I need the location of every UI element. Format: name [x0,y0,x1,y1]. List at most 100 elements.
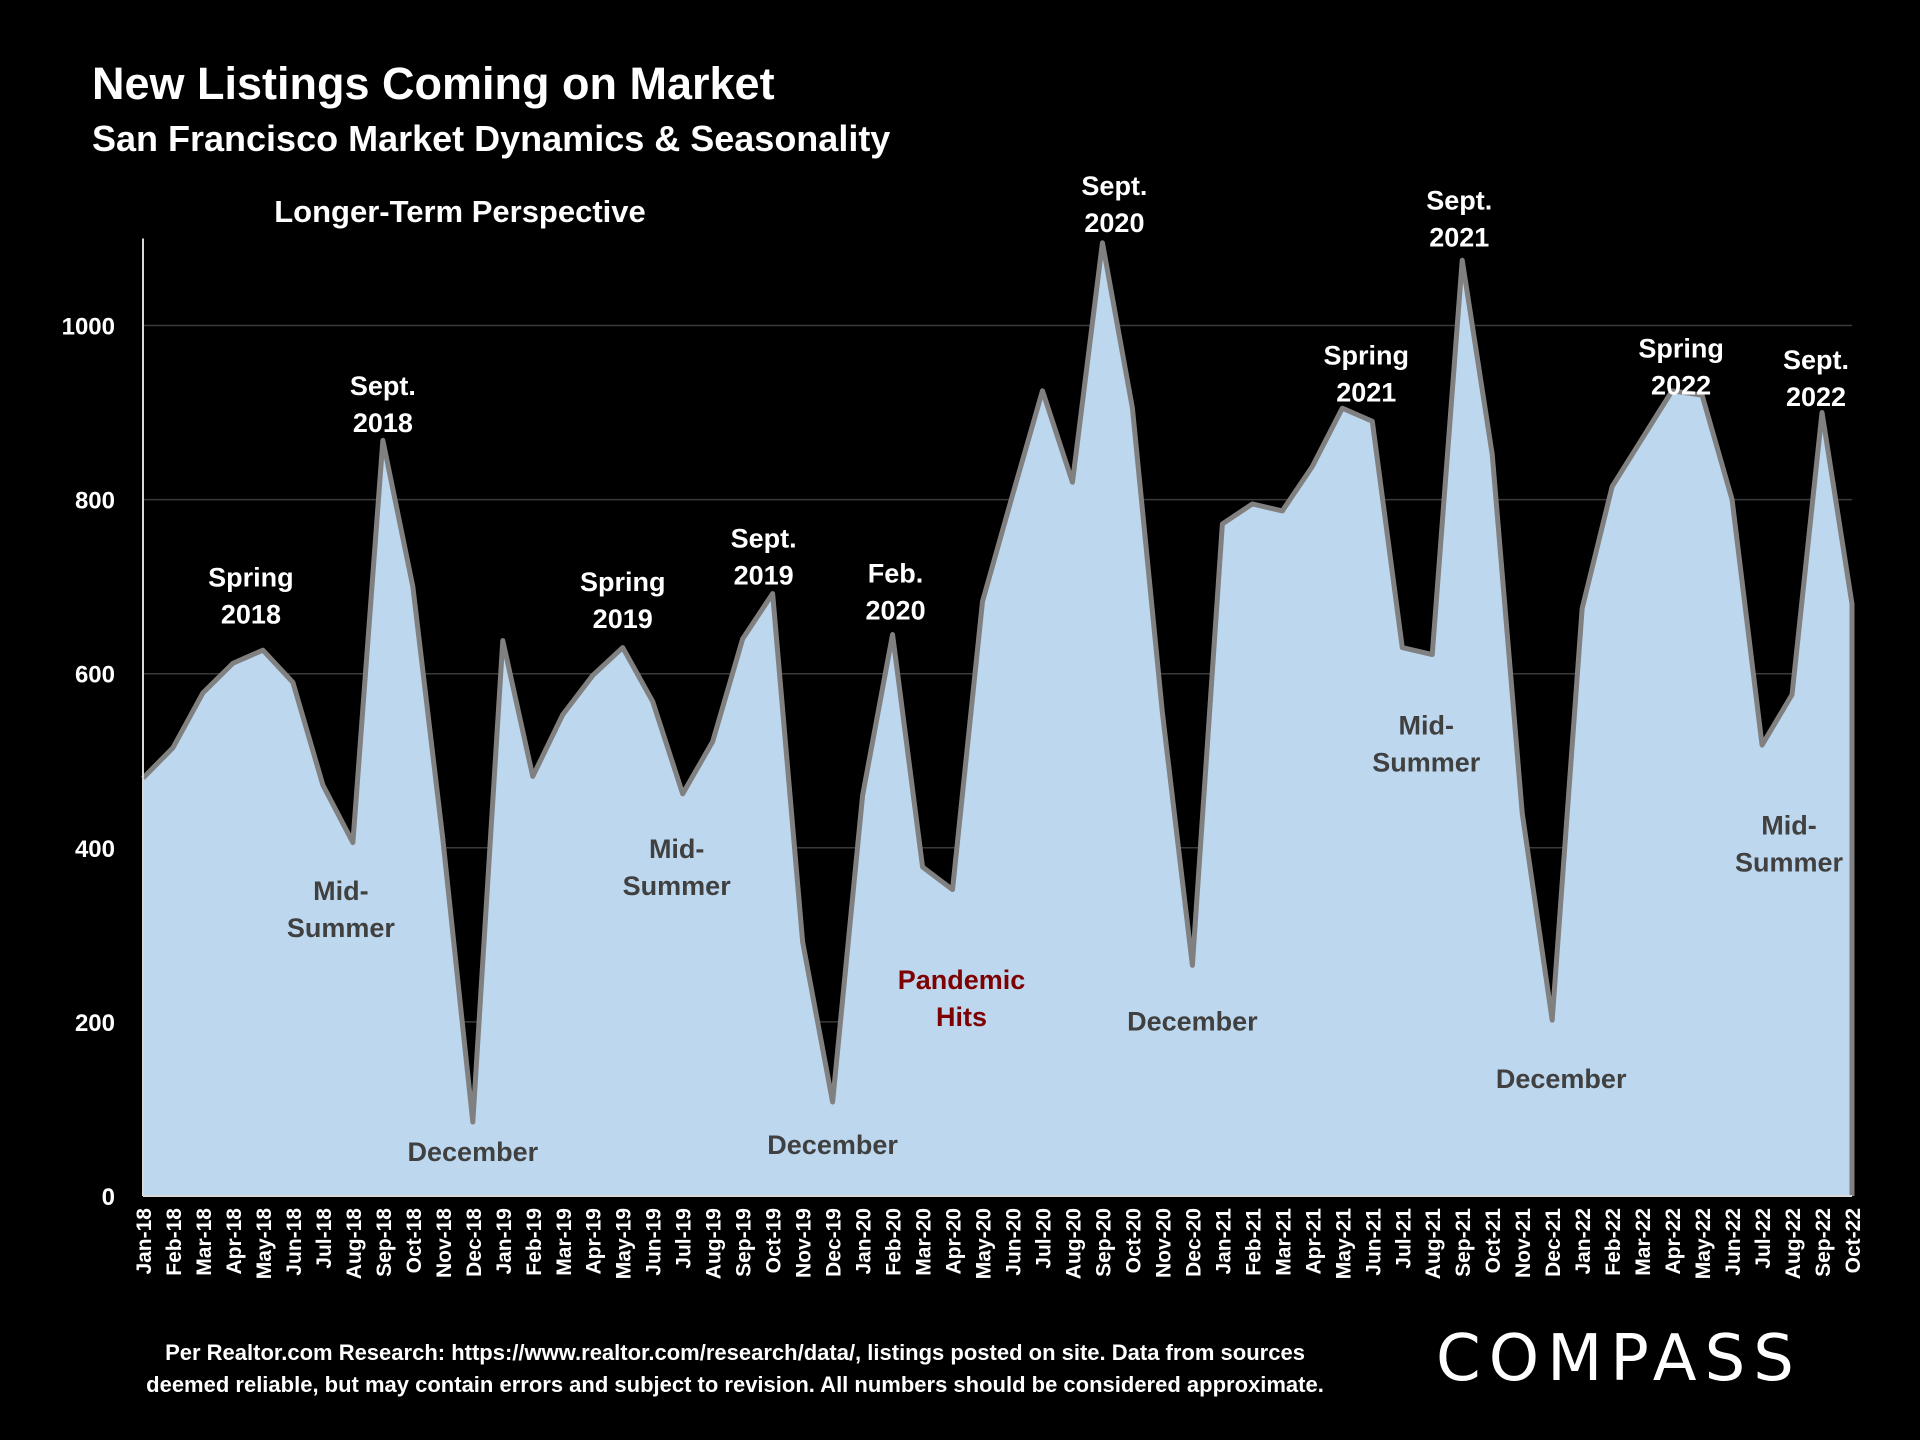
data-point [262,649,264,651]
chart-annotation: Spring 2018 [208,563,294,630]
data-point [1641,438,1643,440]
chart-annotation: Sept. 2019 [731,523,797,590]
x-tick-label: Feb-18 [163,1208,186,1276]
annotation-line: 2018 [221,600,281,630]
x-tick-label: May-20 [973,1208,996,1279]
area-series [141,240,1855,1197]
x-tick-label: Sep-20 [1092,1208,1115,1277]
x-tick-label: Dec-20 [1182,1208,1205,1277]
x-tick-label: Feb-22 [1602,1208,1625,1276]
data-point [1491,453,1493,455]
data-point [472,1121,474,1123]
annotation-line: 2021 [1336,378,1396,408]
x-tick-label: Sep-21 [1452,1208,1475,1277]
x-tick-label: Jan-22 [1572,1208,1595,1275]
annotation-line: 2020 [1084,208,1144,238]
chart-annotation: December [408,1137,539,1167]
data-point [862,795,864,797]
x-tick-label: Aug-21 [1422,1208,1445,1279]
x-tick-label: Aug-22 [1782,1208,1805,1279]
x-tick-label: Oct-22 [1842,1208,1865,1273]
data-point [1461,259,1463,261]
x-tick-label: Apr-20 [943,1208,966,1275]
x-tick-label: Nov-19 [793,1208,816,1278]
data-point [412,586,414,588]
x-tick-label: Oct-19 [763,1208,786,1273]
annotation-line: December [767,1130,898,1160]
x-tick-label: Apr-19 [583,1208,606,1275]
data-point [322,784,324,786]
data-point [1161,712,1163,714]
data-point [622,647,624,649]
data-point [292,681,294,683]
x-tick-label: Feb-19 [523,1208,546,1276]
data-point [1281,510,1283,512]
data-point [982,600,984,602]
y-tick-label: 1000 [62,314,115,341]
x-tick-label: Nov-21 [1512,1208,1535,1278]
x-tick-label: Sep-19 [733,1208,756,1277]
x-tick-label: Mar-22 [1632,1208,1655,1276]
chart-annotation: Mid- Summer [1735,811,1844,878]
data-point [1371,420,1373,422]
page-title: New Listings Coming on Market [92,58,775,109]
x-tick-label: May-19 [613,1208,636,1279]
x-tick-label: Mar-21 [1272,1208,1295,1276]
data-point [1251,503,1253,505]
x-tick-label: Jun-22 [1722,1208,1745,1276]
y-tick-labels: 0 200 400 600 800 1000 [62,314,115,1212]
chart-annotation: Mid- Summer [1372,711,1481,778]
annotation-line: Mid- [649,834,704,864]
annotation-line: Mid- [313,876,368,906]
annotation-line: 2020 [866,595,926,625]
data-point [1851,603,1853,605]
annotation-line: Hits [936,1002,987,1032]
x-tick-label: Aug-20 [1062,1208,1085,1279]
chart-title: Longer-Term Perspective [274,194,646,229]
data-point [1041,390,1043,392]
x-tick-label: Jun-19 [643,1208,666,1276]
annotation-line: 2018 [353,408,413,438]
x-tick-label: Oct-21 [1482,1208,1505,1274]
data-point [1221,523,1223,525]
chart-annotation: December [1496,1064,1627,1094]
data-point [442,838,444,840]
x-tick-label: Dec-19 [823,1208,846,1277]
y-tick-label: 600 [75,662,115,689]
data-point [772,593,774,595]
annotation-line: 2022 [1786,382,1846,412]
data-point [562,714,564,716]
data-point [1521,812,1523,814]
annotation-line: Sept. [1426,186,1492,216]
x-tick-label: Jan-20 [853,1208,876,1275]
annotation-line: Sept. [350,371,416,401]
chart-annotation: Sept. 2018 [350,371,416,438]
x-tick-label: Jul-19 [673,1208,696,1269]
data-point [1341,407,1343,409]
y-tick-label: 0 [102,1184,115,1211]
annotation-line: Sept. [731,523,797,553]
axes [142,238,1852,1197]
data-point [712,741,714,743]
data-point [592,674,594,676]
x-tick-label: Jan-18 [133,1208,156,1275]
data-point [1791,694,1793,696]
x-tick-label: Jul-20 [1032,1208,1055,1269]
data-point [1191,964,1193,966]
data-point [1401,647,1403,649]
x-tick-label: May-22 [1692,1208,1715,1279]
x-tick-label: Feb-21 [1242,1208,1265,1276]
annotation-line: Pandemic [898,965,1026,995]
x-tick-label: Apr-21 [1302,1208,1325,1275]
x-tick-label: Jun-20 [1002,1208,1025,1276]
annotation-line: Summer [1735,848,1844,878]
data-point [1011,494,1013,496]
x-tick-label: Aug-19 [703,1208,726,1279]
x-tick-label: Oct-18 [403,1208,426,1274]
x-tick-label: Sep-18 [373,1208,396,1277]
annotation-line: Mid- [1399,711,1454,741]
x-tick-label: Jul-21 [1392,1208,1415,1269]
data-point [1701,394,1703,396]
annotation-line: December [408,1137,539,1167]
